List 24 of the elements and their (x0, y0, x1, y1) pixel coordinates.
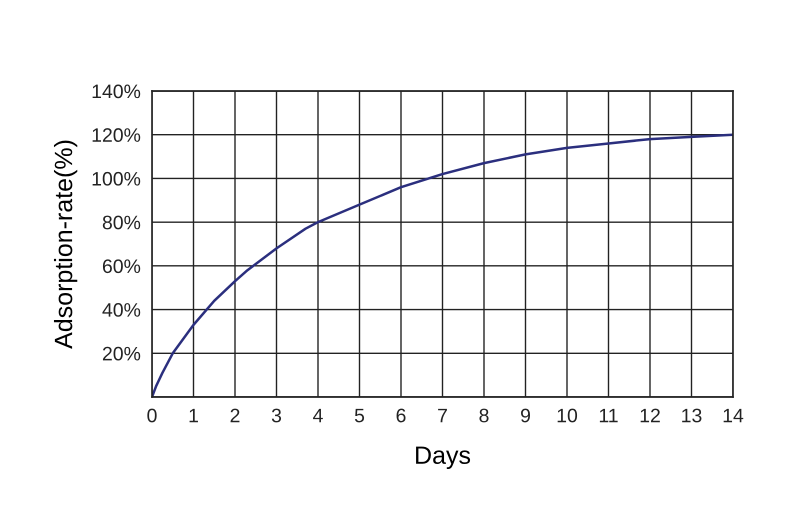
y-tick-label: 80% (102, 216, 140, 230)
y-tick-label: 60% (102, 259, 140, 274)
x-axis-title: Days (416, 446, 470, 469)
x-tick-label: 2 (230, 408, 240, 422)
y-tick-label: 100% (92, 172, 140, 186)
y-tick-label: 120% (92, 128, 140, 142)
x-tick-label: 11 (600, 408, 618, 422)
y-tick-label: 140% (92, 84, 140, 98)
x-tick-label: 14 (724, 408, 744, 422)
x-tick-label: 13 (682, 408, 702, 422)
x-tick-label: 4 (313, 408, 323, 422)
y-tick-label: 40% (102, 303, 140, 317)
x-tick-label: 1 (190, 408, 198, 422)
x-tick-label: 7 (438, 408, 447, 422)
x-tick-label: 6 (396, 408, 406, 422)
y-axis-title: Adsorption-rate(%) (54, 140, 78, 349)
x-tick-label: 5 (354, 408, 364, 422)
y-tick-label: 20% (102, 346, 140, 361)
x-tick-label: 0 (147, 408, 157, 422)
x-tick-label: 3 (272, 408, 282, 422)
x-tick-label: 12 (640, 408, 660, 422)
x-tick-label: 9 (521, 408, 530, 422)
x-tick-label: 8 (479, 408, 489, 422)
x-tick-label: 10 (558, 408, 578, 422)
